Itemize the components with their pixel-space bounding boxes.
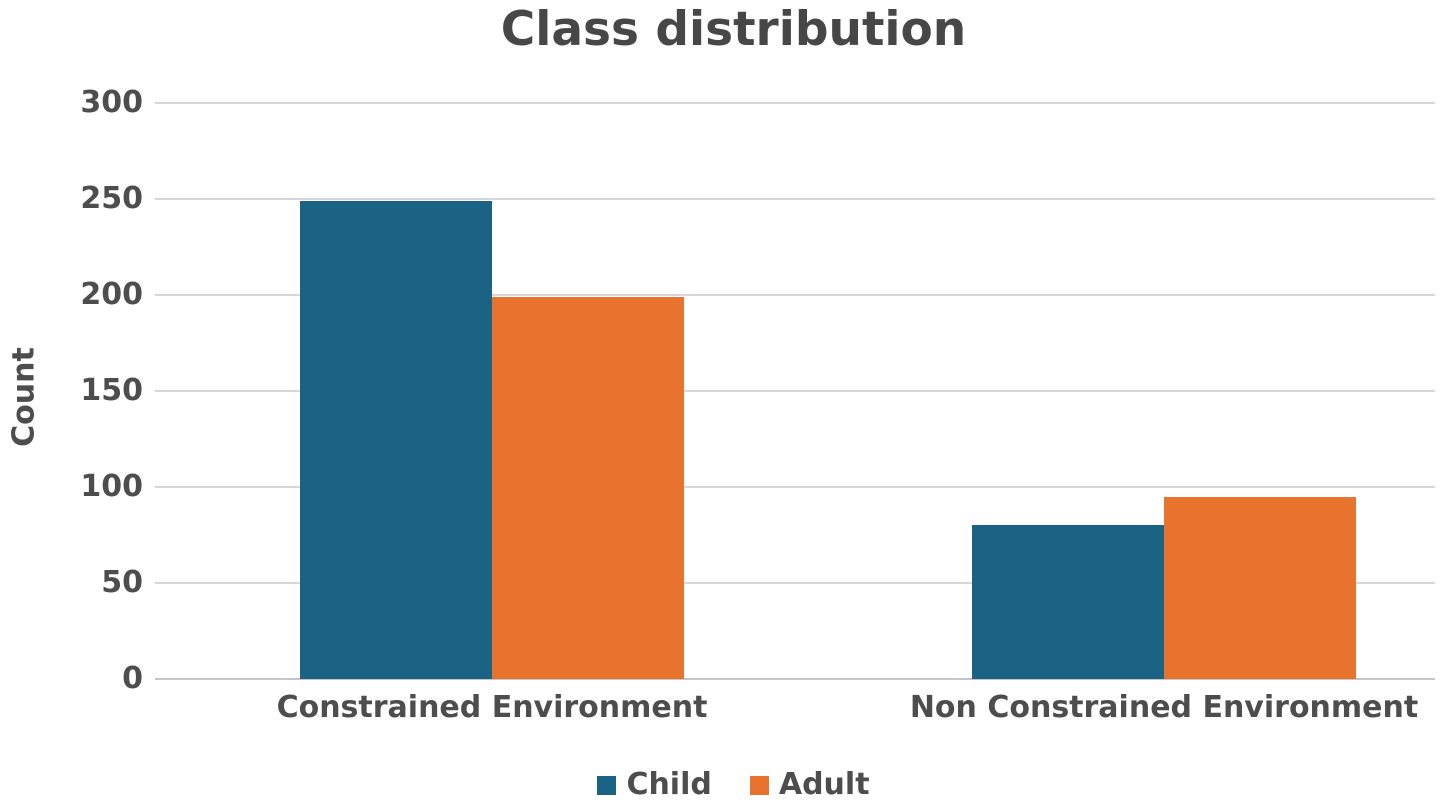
legend-label-adult: Adult xyxy=(778,767,870,802)
bar-child-constrained-environment xyxy=(300,200,493,679)
bar-adult-constrained-environment xyxy=(492,296,685,679)
x-category-label-constrained-environment: Constrained Environment xyxy=(276,690,708,725)
gridline-200 xyxy=(155,294,1435,296)
x-category-label-non-constrained-environment: Non Constrained Environment xyxy=(909,690,1419,725)
y-axis-label: Count xyxy=(6,347,42,447)
y-tick-label-150: 150 xyxy=(80,373,143,408)
chart-title: Class distribution xyxy=(500,2,967,57)
y-tick-label-50: 50 xyxy=(101,565,143,600)
gridline-150 xyxy=(155,390,1435,392)
legend-swatch-child xyxy=(597,775,617,795)
gridline-0 xyxy=(155,678,1435,680)
bar-child-non-constrained-environment xyxy=(972,525,1165,679)
plot-area: 0 50 100 150 200 250 300 Constrained Environmen… xyxy=(80,88,1435,725)
gridline-300 xyxy=(155,102,1435,104)
y-tick-label-200: 200 xyxy=(80,277,143,312)
legend-swatch-adult xyxy=(749,775,769,795)
y-tick-label-0: 0 xyxy=(122,661,143,696)
gridline-250 xyxy=(155,198,1435,200)
legend-label-child: Child xyxy=(626,767,712,802)
legend-item-child: Child xyxy=(597,767,712,802)
y-tick-label-250: 250 xyxy=(80,181,143,216)
bar-adult-non-constrained-environment xyxy=(1164,496,1357,679)
legend-item-adult: Adult xyxy=(749,767,870,802)
y-tick-label-300: 300 xyxy=(80,85,143,120)
legend: Child Adult xyxy=(13,770,1441,800)
gridline-100 xyxy=(155,486,1435,488)
y-tick-label-100: 100 xyxy=(80,469,143,504)
gridline-50 xyxy=(155,582,1435,584)
